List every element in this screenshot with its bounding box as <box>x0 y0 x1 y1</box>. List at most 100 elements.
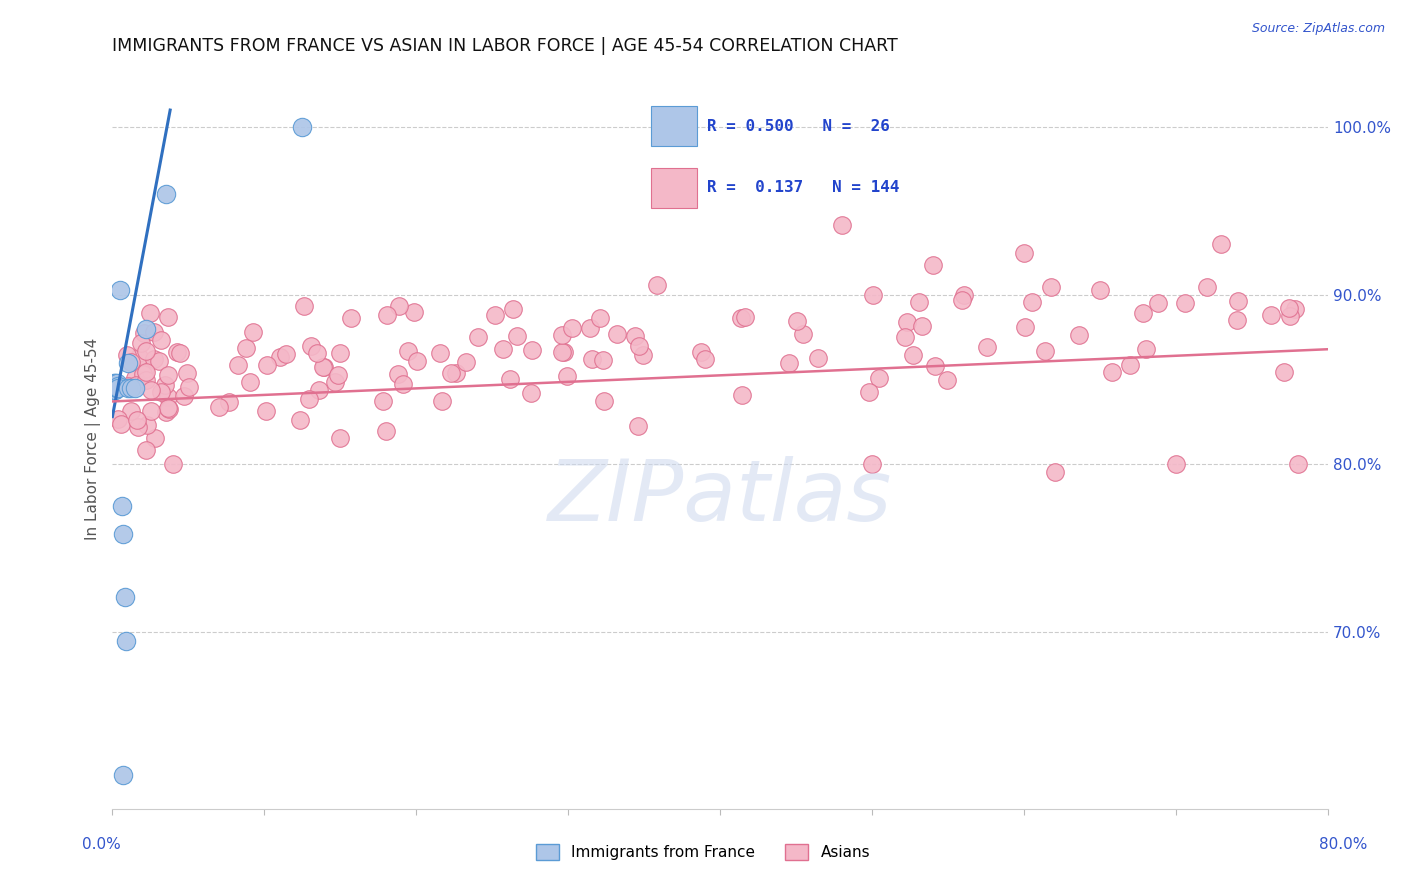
Point <box>127 419 149 434</box>
Point <box>1166 457 1188 471</box>
Point <box>645 278 668 293</box>
Point <box>288 413 311 427</box>
Point <box>551 327 574 342</box>
Point <box>631 348 654 362</box>
Point <box>953 287 976 301</box>
Point <box>444 366 467 380</box>
Point <box>492 343 515 357</box>
Point <box>135 373 157 387</box>
Point <box>329 431 352 445</box>
Point <box>103 377 125 392</box>
Point <box>150 333 173 347</box>
Text: 0.0%: 0.0% <box>82 838 121 852</box>
Point <box>522 343 544 358</box>
Point <box>142 326 165 340</box>
Point <box>387 299 409 313</box>
Point <box>328 368 350 382</box>
Point <box>627 419 650 434</box>
Point <box>292 299 315 313</box>
Point <box>405 354 427 368</box>
Point <box>1260 308 1282 322</box>
Point <box>807 351 830 365</box>
Point <box>129 336 152 351</box>
Point <box>142 351 165 366</box>
Point <box>218 394 240 409</box>
Point <box>153 378 176 392</box>
Point <box>135 343 157 358</box>
Point <box>103 376 125 390</box>
Point <box>156 401 179 416</box>
Point <box>1067 327 1090 342</box>
Point <box>924 359 946 373</box>
Point <box>276 347 298 361</box>
Point <box>858 385 880 400</box>
Point <box>911 318 934 333</box>
Point <box>108 283 131 297</box>
Point <box>506 329 529 343</box>
Point <box>373 394 395 409</box>
Point <box>104 376 127 390</box>
Point <box>551 344 574 359</box>
Point <box>173 389 195 403</box>
Point <box>628 339 651 353</box>
Point <box>1278 310 1301 324</box>
Point <box>256 358 278 372</box>
Point <box>139 404 162 418</box>
Point <box>104 383 127 397</box>
Point <box>520 386 543 401</box>
Point <box>114 590 136 604</box>
Point <box>592 353 614 368</box>
Point <box>1146 296 1168 310</box>
Point <box>125 378 148 392</box>
Point <box>589 310 612 325</box>
Point <box>105 376 128 390</box>
Point <box>166 344 188 359</box>
Point <box>242 325 264 339</box>
Point <box>903 348 925 362</box>
Point <box>429 346 451 360</box>
Point <box>269 351 291 365</box>
Point <box>1014 320 1036 334</box>
Point <box>786 314 808 328</box>
Point <box>291 120 314 134</box>
Point <box>1043 465 1066 479</box>
Point <box>1135 343 1157 357</box>
Point <box>440 366 463 380</box>
Point <box>179 379 201 393</box>
Point <box>298 392 321 407</box>
Point <box>1021 295 1043 310</box>
Point <box>254 404 277 418</box>
Point <box>115 633 138 648</box>
Point <box>312 359 335 374</box>
Point <box>484 308 506 322</box>
Point <box>689 344 711 359</box>
Point <box>117 356 139 370</box>
Point <box>581 352 603 367</box>
Point <box>731 387 754 401</box>
Point <box>862 287 884 301</box>
Point <box>307 345 329 359</box>
Point <box>139 306 162 320</box>
Point <box>132 326 155 341</box>
Point <box>107 379 129 393</box>
Point <box>105 381 128 395</box>
Point <box>110 499 132 513</box>
Point <box>908 295 931 310</box>
Point <box>148 354 170 368</box>
Point <box>935 373 957 387</box>
Point <box>976 340 998 354</box>
Point <box>239 375 262 389</box>
Point <box>387 367 409 381</box>
Point <box>149 385 172 400</box>
Point <box>340 311 363 326</box>
Point <box>396 343 419 358</box>
Point <box>606 326 628 341</box>
Point <box>124 371 146 385</box>
Point <box>1088 283 1111 297</box>
Point <box>329 346 352 360</box>
Point <box>226 358 249 372</box>
Point <box>104 381 127 395</box>
Point <box>1211 237 1233 252</box>
Point <box>730 311 752 326</box>
Point <box>375 424 398 438</box>
